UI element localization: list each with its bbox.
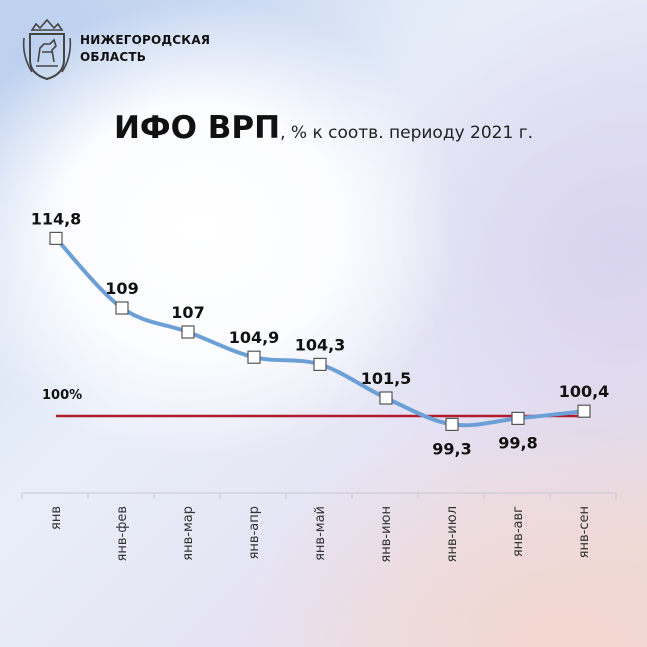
x-tick-label: янв-май — [313, 506, 328, 561]
region-logo: НИЖЕГОРОДСКАЯ ОБЛАСТЬ — [22, 16, 210, 82]
data-point — [577, 404, 591, 418]
x-tick-label: янв-апр — [247, 506, 262, 559]
x-tick-label: янв-июл — [445, 506, 460, 562]
data-point — [247, 350, 261, 364]
chart-title: ИФО ВРП, % к соотв. периоду 2021 г. — [0, 110, 647, 146]
data-point — [49, 231, 63, 245]
region-name-line1: НИЖЕГОРОДСКАЯ — [80, 33, 211, 47]
data-point — [313, 357, 327, 371]
x-tick-label: янв-авг — [511, 506, 526, 557]
data-label: 99,8 — [498, 433, 537, 452]
data-label: 107 — [171, 303, 204, 322]
x-tick-label: янв-сен — [577, 506, 592, 558]
data-label: 104,3 — [295, 335, 346, 354]
data-label: 109 — [105, 279, 138, 298]
x-tick-label: янв — [49, 506, 64, 530]
x-tick-label: янв-фев — [115, 506, 130, 561]
region-name-line2: ОБЛАСТЬ — [80, 50, 147, 64]
data-label: 101,5 — [361, 369, 412, 388]
data-point — [445, 417, 459, 431]
data-point — [115, 301, 129, 315]
chart-title-sub: , % к соотв. периоду 2021 г. — [280, 123, 534, 143]
series-line — [54, 236, 586, 428]
data-point — [379, 391, 393, 405]
coat-of-arms-icon — [22, 18, 72, 81]
data-label: 114,8 — [31, 209, 82, 228]
x-tick-label: янв-мар — [181, 506, 196, 561]
reference-label: 100% — [42, 388, 82, 403]
region-name: НИЖЕГОРОДСКАЯ ОБЛАСТЬ — [80, 32, 210, 66]
data-point — [511, 411, 525, 425]
chart-title-main: ИФО ВРП — [113, 110, 281, 146]
data-point — [181, 325, 195, 339]
data-label: 99,3 — [432, 439, 471, 458]
data-label: 104,9 — [229, 328, 280, 347]
data-label: 100,4 — [559, 382, 610, 401]
x-tick-label: янв-июн — [379, 506, 394, 563]
